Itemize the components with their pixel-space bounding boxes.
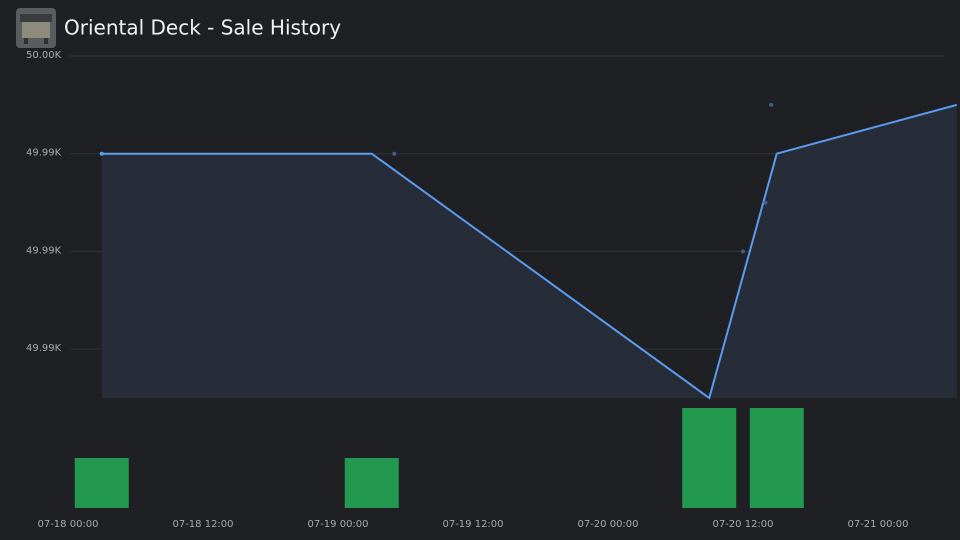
item-icon	[16, 8, 56, 48]
sale-dot	[392, 151, 397, 156]
sale-dot	[769, 102, 774, 107]
volume-bar	[74, 458, 129, 508]
volume-bar	[749, 408, 804, 508]
chart-title: Oriental Deck - Sale History	[64, 16, 341, 40]
price-area	[101, 104, 957, 398]
x-tick-label: 07-19 12:00	[442, 519, 503, 530]
y-tick-label: 49.99K	[26, 148, 62, 159]
x-tick-label: 07-21 00:00	[847, 519, 908, 530]
sale-dot	[763, 200, 768, 205]
y-tick-label: 49.99K	[26, 343, 62, 354]
x-tick-label: 07-18 00:00	[37, 519, 98, 530]
y-tick-label: 49.99K	[26, 245, 62, 256]
sale-dot	[741, 249, 745, 254]
y-tick-label: 50.00K	[26, 50, 62, 61]
x-tick-label: 07-20 00:00	[577, 519, 638, 530]
volume-bar	[344, 458, 399, 508]
x-tick-label: 07-20 12:00	[712, 519, 773, 530]
x-tick-label: 07-19 00:00	[307, 519, 368, 530]
volume-bar	[682, 408, 737, 508]
x-tick-label: 07-18 12:00	[172, 519, 233, 530]
price-start-dot	[99, 151, 104, 156]
price-line	[101, 103, 958, 400]
